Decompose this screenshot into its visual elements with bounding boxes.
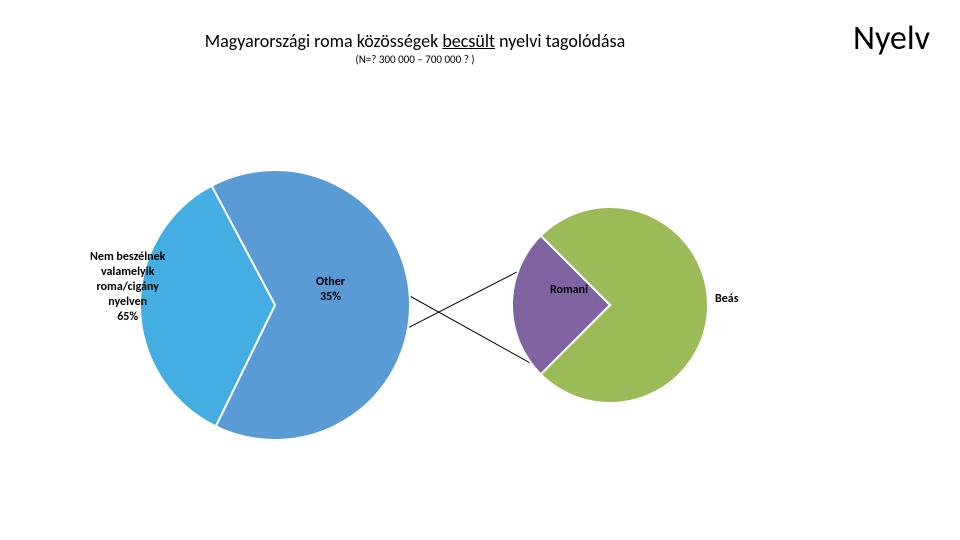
chart-subtitle: (N=? 300 000 – 700 000 ? ) xyxy=(180,53,650,66)
label-other: Other35% xyxy=(316,275,345,305)
pie-chart-main xyxy=(140,170,410,440)
chart-title: Magyarországi roma közösségek becsült ny… xyxy=(180,30,650,52)
chart-title-pre: Magyarországi roma közösségek xyxy=(205,30,443,52)
chart-title-underlined: becsült xyxy=(442,30,495,52)
label-romani: Romani xyxy=(550,283,588,298)
chart-title-post: nyelvi tagolódása xyxy=(495,30,625,52)
label-beas: Beás xyxy=(715,292,738,307)
label-nonspeakers: Nem beszélnekvalamelyikroma/cigánynyelve… xyxy=(90,250,165,325)
pie-chart-breakdown xyxy=(512,207,708,403)
page-corner-title: Nyelv xyxy=(853,18,930,59)
